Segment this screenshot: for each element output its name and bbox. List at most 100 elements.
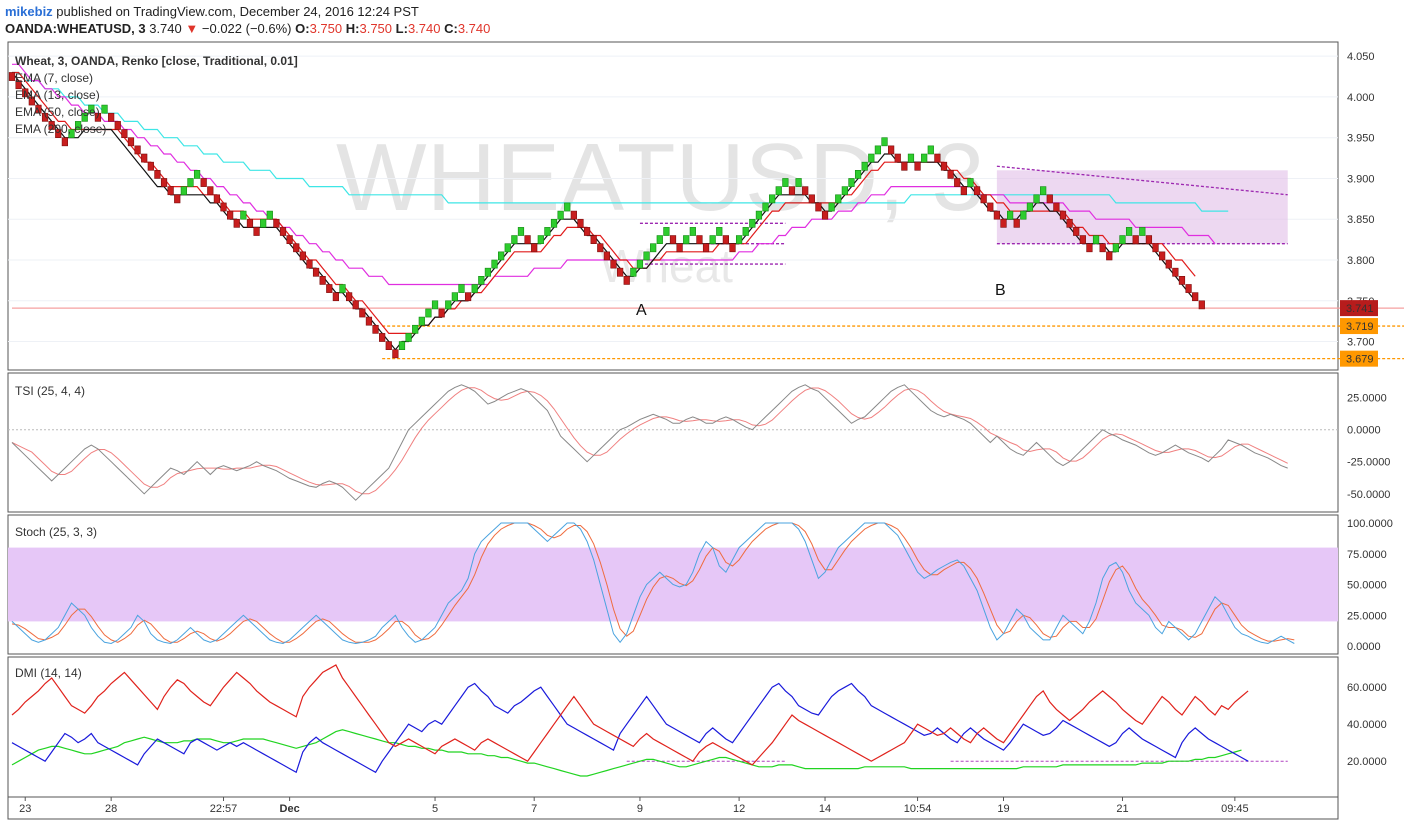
renko-brick [967, 178, 974, 187]
renko-brick [927, 145, 934, 155]
renko-brick [907, 153, 915, 163]
dmi-pane-title: DMI (14, 14) [15, 666, 82, 680]
x-tick-9: 10:54 [904, 803, 932, 815]
renko-brick [782, 178, 789, 187]
renko-brick [28, 96, 35, 106]
renko-brick [709, 235, 716, 244]
price-tag-bg-0 [1340, 300, 1378, 317]
renko-brick [127, 137, 135, 147]
renko-brick [266, 210, 273, 220]
renko-brick [101, 104, 108, 114]
renko-brick [346, 292, 353, 302]
renko-brick [498, 251, 505, 261]
x-tick-6: 9 [637, 803, 643, 815]
renko-brick [1046, 194, 1053, 204]
renko-brick [749, 218, 756, 228]
x-tick-5: 7 [531, 803, 537, 815]
renko-brick [683, 235, 690, 244]
renko-brick [1026, 202, 1034, 212]
renko-brick [1152, 243, 1159, 253]
renko-brick [1125, 227, 1133, 236]
renko-brick [1145, 235, 1153, 244]
legend-ema-200: EMA (200, close) [15, 122, 106, 136]
renko-brick [108, 112, 115, 122]
renko-brick [894, 153, 901, 163]
down-arrow-icon: ▼ [185, 21, 199, 36]
renko-brick [603, 251, 611, 261]
renko-brick [385, 341, 392, 350]
renko-brick [656, 235, 663, 244]
x-tick-10: 19 [997, 803, 1009, 815]
renko-brick [583, 227, 591, 236]
renko-brick [954, 178, 961, 187]
renko-brick [379, 333, 386, 342]
renko-brick [187, 178, 194, 187]
renko-brick [881, 137, 888, 147]
renko-brick [577, 218, 584, 228]
low-label: L: [395, 21, 408, 36]
renko-brick [425, 308, 432, 318]
renko-brick [564, 202, 571, 212]
renko-brick [220, 202, 227, 212]
renko-brick [147, 161, 154, 171]
renko-brick [180, 186, 187, 196]
renko-brick [491, 259, 498, 269]
renko-brick [1020, 210, 1027, 220]
renko-brick [617, 267, 624, 277]
renko-brick [1192, 292, 1199, 302]
renko-brick [1099, 243, 1106, 253]
quote-line: OANDA:WHEATUSD, 3 3.740 ▼ −0.022 (−0.6%)… [5, 21, 490, 36]
renko-brick [81, 112, 88, 122]
renko-brick [167, 186, 174, 196]
tsi-signal-line [11, 387, 1288, 495]
renko-brick [1112, 243, 1119, 253]
x-tick-12: 09:45 [1221, 803, 1249, 815]
tsi-pane-title: TSI (25, 4, 4) [15, 384, 85, 398]
renko-brick [431, 300, 439, 310]
renko-brick [1040, 186, 1047, 196]
tsi-tick-3: -50.0000 [1347, 489, 1390, 501]
renko-brick [735, 235, 743, 244]
renko-brick [762, 202, 769, 212]
renko-brick [1079, 235, 1086, 244]
tsi-tsi-line [11, 384, 1288, 501]
renko-brick [1073, 227, 1080, 236]
renko-brick [412, 324, 419, 334]
author-link[interactable]: mikebiz [5, 4, 53, 19]
renko-brick [240, 210, 247, 220]
price-pane[interactable] [8, 55, 1404, 360]
renko-brick [835, 194, 842, 204]
stoch-tick-2: 50.0000 [1347, 580, 1387, 592]
renko-brick [246, 218, 254, 228]
renko-brick [279, 227, 287, 236]
renko-brick [233, 218, 240, 228]
renko-brick [663, 227, 670, 236]
renko-brick [795, 178, 802, 187]
open-label: O: [295, 21, 310, 36]
renko-brick [418, 316, 425, 326]
renko-brick [597, 243, 604, 253]
tsi-tick-1: 0.0000 [1347, 425, 1381, 437]
renko-brick [854, 170, 862, 179]
dmi-tick-1: 40.0000 [1347, 719, 1387, 731]
dmi-pane[interactable] [11, 664, 1288, 777]
renko-brick [940, 161, 948, 171]
renko-brick [1159, 251, 1166, 261]
renko-brick [352, 300, 359, 310]
stoch-pane-title: Stoch (25, 3, 3) [15, 525, 97, 539]
renko-brick [901, 161, 908, 171]
renko-brick [696, 235, 703, 244]
stoch-pane[interactable] [8, 522, 1338, 645]
renko-brick [987, 202, 994, 212]
renko-brick [808, 194, 815, 204]
price-tag-0: 3.741 [1346, 303, 1374, 315]
price-tick-2: 3.950 [1347, 133, 1375, 145]
renko-brick [610, 259, 617, 269]
renko-brick [868, 153, 875, 163]
renko-brick [531, 243, 538, 253]
tsi-pane[interactable] [8, 384, 1338, 501]
renko-brick [828, 202, 835, 212]
renko-brick [848, 178, 855, 187]
x-tick-7: 12 [733, 803, 745, 815]
